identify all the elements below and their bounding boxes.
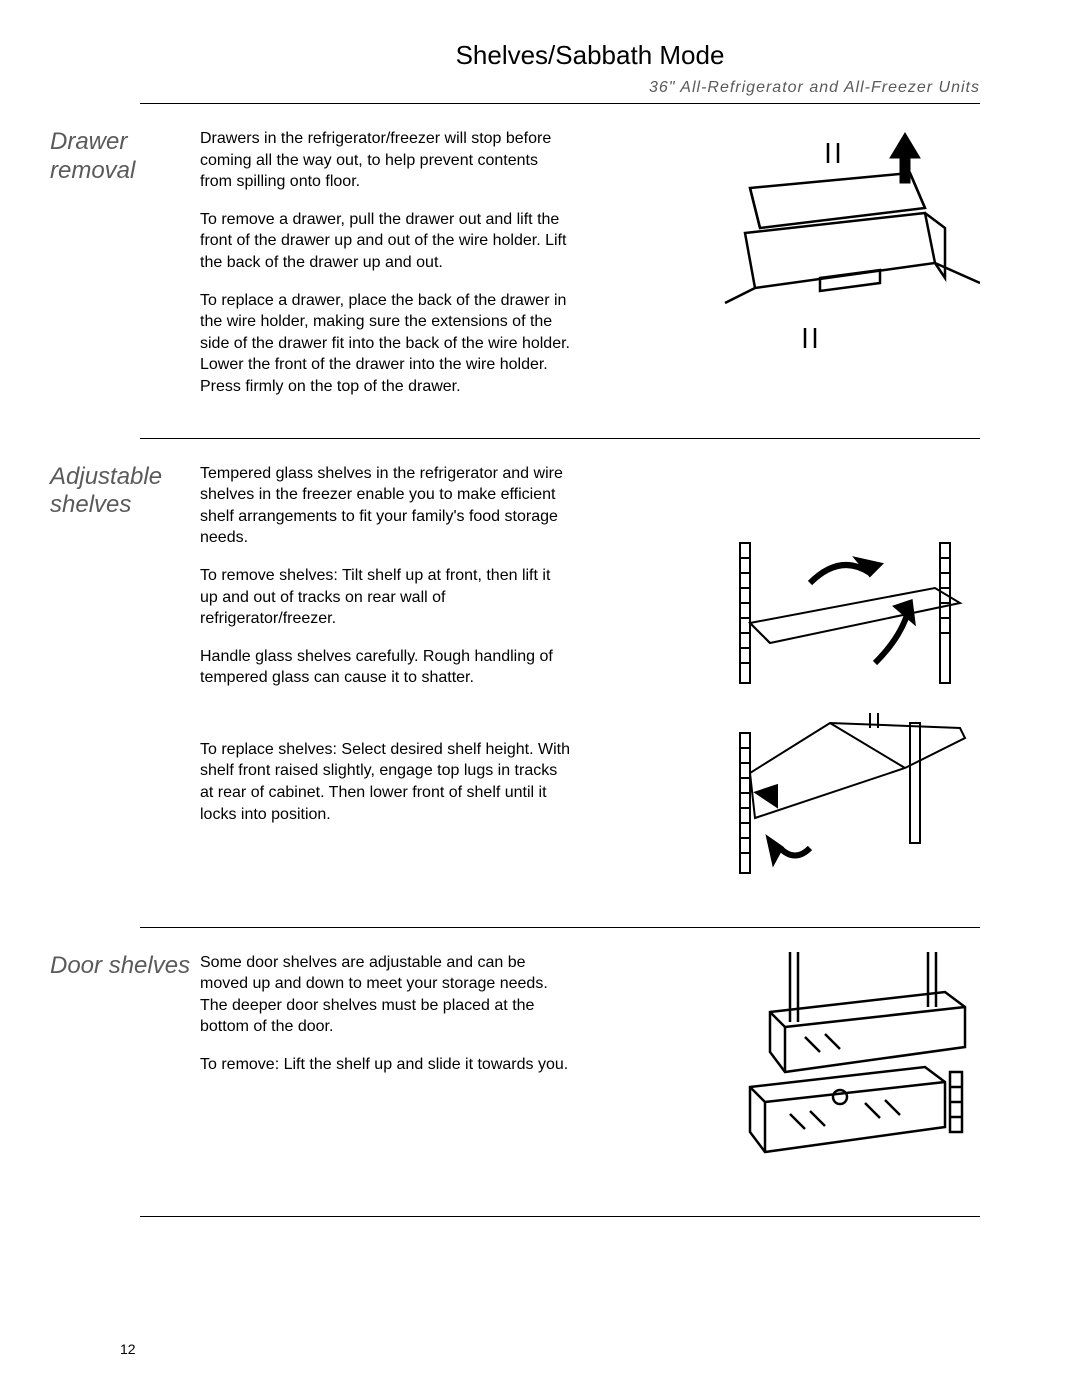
page-subtitle: 36" All-Refrigerator and All-Freezer Uni… [140,79,980,97]
shelf-replace-diagram-icon [710,713,980,883]
para: Handle glass shelves carefully. Rough ha… [200,646,570,689]
heading-drawer-removal: Drawer removal [50,128,200,414]
para: To remove: Lift the shelf up and slide i… [200,1054,570,1076]
body-door-shelves: Some door shelves are adjustable and can… [200,952,700,1192]
drawer-removal-diagram-icon [710,128,980,358]
para: Some door shelves are adjustable and can… [200,952,570,1038]
illustration-door-shelves [710,952,980,1192]
page-number: 12 [120,1341,136,1357]
heading-adjustable-shelves: Adjustable shelves [50,463,200,903]
page-title: Shelves/Sabbath Mode [200,40,980,71]
para: To replace a drawer, place the back of t… [200,290,570,398]
door-shelves-diagram-icon [710,952,980,1172]
section-door-shelves: Door shelves Some door shelves are adjus… [140,952,980,1217]
body-adjustable-shelves: Tempered glass shelves in the refrigerat… [200,463,700,903]
para: Drawers in the refrigerator/freezer will… [200,128,570,193]
shelf-remove-diagram-icon [710,533,980,693]
body-drawer-removal: Drawers in the refrigerator/freezer will… [200,128,700,414]
illustration-adjustable-shelves [710,463,980,903]
para: To replace shelves: Select desired shelf… [200,739,570,825]
para: Tempered glass shelves in the refrigerat… [200,463,570,549]
illustration-drawer-removal [710,128,980,414]
section-adjustable-shelves: Adjustable shelves Tempered glass shelve… [140,463,980,928]
para: To remove shelves: Tilt shelf up at fron… [200,565,570,630]
top-rule [140,103,980,104]
para: To remove a drawer, pull the drawer out … [200,209,570,274]
section-drawer-removal: Drawer removal Drawers in the refrigerat… [140,128,980,439]
heading-door-shelves: Door shelves [50,952,200,1192]
